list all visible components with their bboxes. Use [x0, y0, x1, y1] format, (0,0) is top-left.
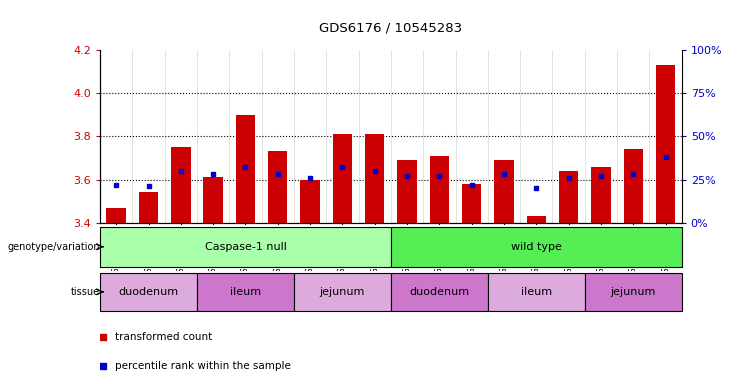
Text: ileum: ileum	[230, 287, 261, 297]
Text: wild type: wild type	[511, 242, 562, 252]
Text: GDS6176 / 10545283: GDS6176 / 10545283	[319, 22, 462, 35]
Bar	[391, 227, 682, 266]
Bar	[559, 171, 578, 223]
Bar	[591, 167, 611, 223]
Bar	[656, 65, 675, 223]
Bar	[107, 208, 126, 223]
Text: jejunum: jejunum	[611, 287, 656, 297]
Bar	[462, 184, 482, 223]
Text: tissue: tissue	[71, 287, 100, 297]
Bar	[268, 151, 288, 223]
Bar	[624, 149, 643, 223]
Bar	[171, 147, 190, 223]
Text: transformed count: transformed count	[115, 332, 212, 342]
Bar	[197, 273, 294, 311]
Text: ileum: ileum	[521, 287, 552, 297]
Bar	[527, 216, 546, 223]
Text: duodenum: duodenum	[409, 287, 469, 297]
Text: Caspase-1 null: Caspase-1 null	[205, 242, 286, 252]
Bar	[139, 192, 159, 223]
Bar	[397, 160, 416, 223]
Bar	[294, 273, 391, 311]
Text: jejunum: jejunum	[319, 287, 365, 297]
Text: duodenum: duodenum	[119, 287, 179, 297]
Bar	[391, 273, 488, 311]
Bar	[204, 177, 223, 223]
Bar	[365, 134, 385, 223]
Bar	[333, 134, 352, 223]
Text: percentile rank within the sample: percentile rank within the sample	[115, 361, 290, 371]
Bar	[488, 273, 585, 311]
Text: genotype/variation: genotype/variation	[7, 242, 100, 252]
Bar	[300, 180, 320, 223]
Bar	[100, 273, 197, 311]
Bar	[100, 227, 391, 266]
Bar	[430, 156, 449, 223]
Bar	[236, 115, 255, 223]
Bar	[585, 273, 682, 311]
Bar	[494, 160, 514, 223]
